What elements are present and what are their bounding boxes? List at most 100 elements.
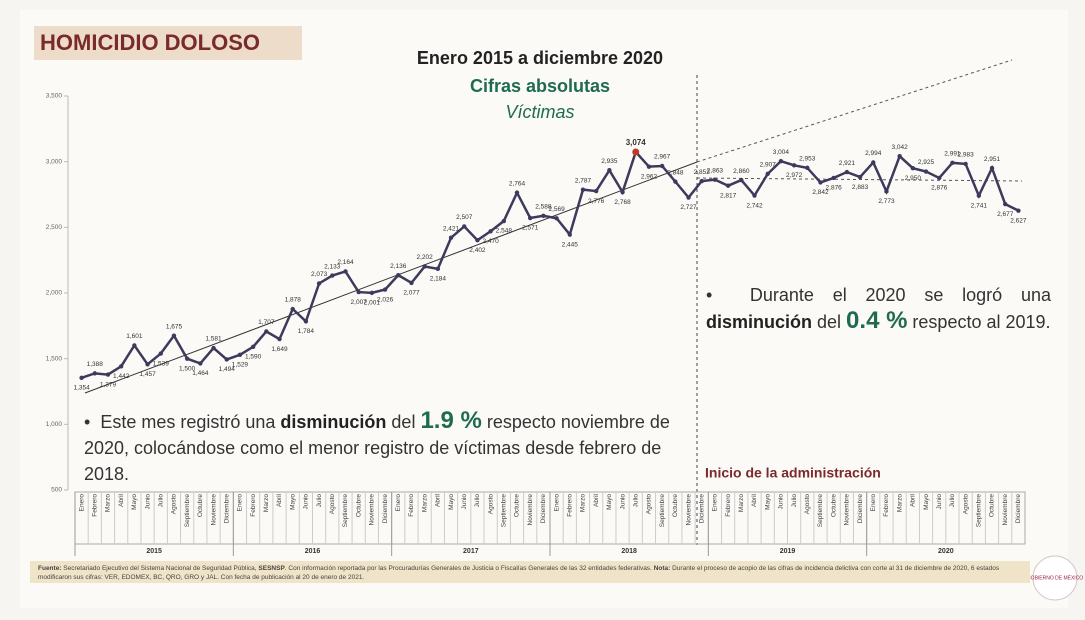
year-label: 2020 [938,548,954,555]
data-label: 2,983 [957,152,974,159]
bullet-text: • Durante el 2020 se logró una disminuci… [706,282,1051,335]
x-tick-label: Enero [78,494,85,512]
data-point [475,238,480,243]
data-point [316,281,322,286]
data-point [778,158,784,164]
x-tick-label: Junio [936,494,943,510]
text-part: Nota: [653,565,671,572]
x-tick-label: Abril [751,493,758,507]
x-tick-label: Agosto [962,494,969,515]
x-tick-label: Mayo [289,494,296,510]
x-tick-label: Septiembre [817,494,824,528]
data-label: 2,742 [746,202,763,209]
text-part: 1.9 % [420,407,482,434]
x-tick-label: Mayo [606,494,613,510]
x-tick-label: Octubre [989,494,996,518]
x-tick-label: Julio [157,494,164,508]
y-tick-label: 1,000 [46,421,63,428]
data-point [765,171,770,177]
data-label: 2,994 [865,150,882,157]
x-tick-label: Marzo [263,494,270,512]
data-point [118,364,124,369]
data-label: 2,842 [812,189,829,196]
x-tick-label: Junio [461,494,468,510]
x-tick-label: Mayo [764,494,771,510]
x-tick-label: Julio [316,494,323,508]
data-point [488,229,493,234]
subtitle: Enero 2015 a diciembre 2020 [416,48,664,68]
data-point [145,362,150,367]
data-label: 3,004 [773,149,790,156]
y-tick-label: 2,000 [46,290,63,297]
text-part: Durante el proceso de acopio de las cifr… [38,565,1000,581]
data-label: 2,863 [707,167,724,174]
data-point [514,190,520,195]
annotation: Inicio de la administración [705,465,881,481]
data-point [356,289,361,295]
x-tick-label: Noviembre [1002,494,1009,526]
x-tick-label: Junio [778,494,785,510]
data-label: 2,817 [720,192,737,199]
text-part: Durante el 2020 se logró una [749,285,1051,305]
data-label: 2,876 [931,185,948,192]
x-tick-label: Agosto [171,494,178,515]
x-tick-label: Diciembre [1015,494,1022,524]
x-tick-label: Marzo [105,494,112,512]
x-tick-label: Octubre [514,494,521,518]
data-point [963,161,968,167]
data-point [303,319,309,324]
data-point [857,174,863,180]
x-tick-label: Febrero [725,494,732,517]
data-point [699,178,704,184]
data-label: 2,627 [1010,217,1027,224]
logo-circle [1032,555,1078,601]
x-tick-label: Enero [553,494,560,512]
x-tick-label: Febrero [250,494,257,517]
x-tick-label: Enero [237,494,244,512]
x-tick-label: Marzo [580,494,587,512]
data-label: 2,787 [575,177,592,184]
data-point [198,361,203,366]
data-label: 2,848 [667,169,684,176]
x-tick-label: Octubre [355,494,362,518]
year-label: 2017 [463,548,479,555]
y-tick-label: 1,500 [46,355,63,362]
x-tick-label: Septiembre [659,494,666,528]
data-label: 2,569 [548,206,565,213]
year-label: 2019 [780,548,796,555]
data-label: 2,852 [694,169,711,176]
data-label: 2,768 [614,199,631,206]
trend-line [84,161,698,394]
y-tick-label: 3,000 [46,158,63,165]
data-point [659,163,665,169]
data-label: 2,164 [337,259,354,266]
x-tick-label: Octubre [672,494,679,518]
logo: GOBIERNO DE MÉXICO [1027,555,1083,601]
x-tick-label: Noviembre [527,494,534,526]
data-point [923,169,929,174]
bullet-marker: • [706,285,750,305]
x-tick-label: Mayo [923,494,930,510]
data-label: 1,500 [179,365,196,372]
text-part: del [812,312,847,332]
data-point [937,175,942,181]
data-label: 2,950 [905,175,922,182]
data-point [805,165,810,171]
text-part: Este mes registró una [100,412,281,432]
x-tick-label: Junio [303,494,310,510]
data-label: 2,507 [456,214,473,221]
subtitle: Cifras absolutas [469,76,611,96]
data-point [673,179,678,184]
data-label: 2,445 [562,241,579,248]
data-point [844,169,850,175]
data-point [739,177,744,183]
x-tick-label: Septiembre [976,494,983,528]
data-point [686,195,691,200]
data-label: 2,007 [351,299,368,306]
data-point [884,189,889,194]
x-tick-label: Abril [118,493,125,507]
data-point [105,372,111,377]
data-label: 2,935 [601,158,618,165]
data-point [448,235,454,240]
